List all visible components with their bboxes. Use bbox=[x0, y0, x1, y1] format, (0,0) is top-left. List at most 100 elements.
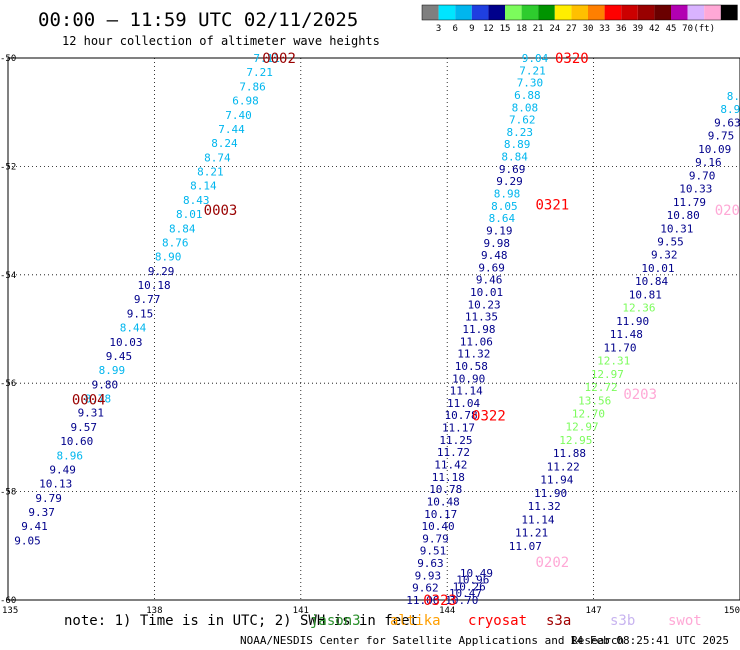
wave-height-point: 9.49 bbox=[49, 463, 76, 476]
wave-height-point: 13.56 bbox=[578, 394, 611, 407]
wave-height-point: 11.04 bbox=[447, 397, 480, 410]
wave-height-point: 9.29 bbox=[148, 265, 175, 278]
wave-height-point: 8.43 bbox=[183, 194, 210, 207]
wave-height-point: 7.62 bbox=[509, 114, 536, 127]
colorbar-swatch bbox=[621, 5, 638, 20]
wave-height-point: 9.29 bbox=[496, 175, 523, 188]
satellite-label: s3a bbox=[546, 613, 571, 629]
wave-height-point: 9.69 bbox=[478, 261, 505, 274]
colorbar-swatch bbox=[521, 5, 539, 20]
wave-height-point: 10.96 bbox=[456, 574, 489, 587]
wave-height-point: 8.64 bbox=[489, 212, 516, 225]
wave-height-point: 11.90 bbox=[616, 315, 649, 328]
colorbar-swatch bbox=[654, 5, 671, 20]
wave-height-point: 10.18 bbox=[138, 279, 171, 292]
wave-height-point: 12.70 bbox=[572, 407, 605, 420]
credit-text: NOAA/NESDIS Center for Satellite Applica… bbox=[240, 634, 624, 647]
wave-height-point: 9.93 bbox=[415, 569, 442, 582]
wave-height-point: 7.40 bbox=[225, 109, 252, 122]
pass-labels: 0002 0003 0004 0320 0321 0322 0323 0202 0203 020 bbox=[72, 51, 740, 609]
x-axis-tick-labels: 135 138 141 144 147 150 bbox=[2, 606, 740, 616]
y-tick-label: -56 bbox=[0, 379, 16, 389]
wave-height-point: 10.26 bbox=[453, 580, 486, 593]
color-scale-legend: 3 6 9 12 15 18 21 24 27 30 33 36 39 42 45 70 (ft) bbox=[421, 4, 738, 34]
wave-height-point: 8.23 bbox=[506, 126, 533, 139]
wave-height-point: 10.84 bbox=[635, 275, 668, 288]
colorbar-swatch bbox=[604, 5, 622, 20]
colorbar-swatch bbox=[671, 5, 688, 20]
y-axis-tick-labels: -50 -52 -54 -56 -58 -60 bbox=[0, 54, 16, 606]
wave-height-point: 11.17 bbox=[442, 422, 475, 435]
wave-height-point: 9.32 bbox=[651, 249, 678, 262]
wave-height-point: 9.04 bbox=[522, 52, 549, 65]
wave-height-point: 10.90 bbox=[452, 372, 485, 385]
wave-height-point: 11.32 bbox=[457, 348, 490, 361]
pass-label: 0004 bbox=[72, 392, 106, 408]
satellite-label: altika bbox=[390, 613, 441, 629]
colorbar-tick-label: 9 bbox=[469, 24, 474, 34]
satellite-legend: jason3 altika cryosat s3a s3b swot bbox=[310, 613, 702, 629]
wave-height-point: 8.01 bbox=[176, 208, 203, 221]
colorbar-tick-label: 33 bbox=[599, 24, 610, 34]
colorbar-frame bbox=[421, 4, 738, 21]
wave-height-point: 12.31 bbox=[597, 355, 630, 368]
wave-height-point: 11.98 bbox=[462, 323, 495, 336]
colorbar-tick-label: 36 bbox=[616, 24, 627, 34]
wave-height-point: 8.99 bbox=[99, 364, 126, 377]
colorbar-swatch bbox=[687, 5, 705, 20]
colorbar-swatch bbox=[422, 5, 439, 20]
wave-height-point: 7.86 bbox=[239, 80, 266, 93]
colorbar-tick-label: 30 bbox=[583, 24, 594, 34]
wave-height-point: 12.95 bbox=[559, 434, 592, 447]
x-tick-label: 138 bbox=[146, 606, 162, 616]
pass-label: 020 bbox=[715, 203, 740, 219]
wave-height-point: 9.69 bbox=[499, 163, 526, 176]
wave-height-point: 11.72 bbox=[437, 446, 470, 459]
wave-height-point: 9.05 bbox=[14, 534, 41, 547]
wave-height-point: 9.46 bbox=[476, 274, 503, 287]
colorbar-swatch bbox=[588, 5, 605, 20]
wave-height-point: 8.78 bbox=[85, 393, 112, 406]
colorbar-tick-label: 18 bbox=[516, 24, 527, 34]
wave-height-point: 10.01 bbox=[470, 286, 503, 299]
wave-height-point: 9.45 bbox=[106, 350, 133, 363]
wave-height-point: 9.80 bbox=[92, 378, 119, 391]
wave-height-point: 11.35 bbox=[465, 311, 498, 324]
timestamp-text: 14 Feb 08:25:41 UTC 2025 bbox=[570, 634, 729, 647]
wave-height-point: 8.96 bbox=[56, 449, 83, 462]
x-tick-label: 150 bbox=[724, 606, 740, 616]
wave-height-point: 10.60 bbox=[60, 435, 93, 448]
pass-label: 0321 bbox=[535, 197, 569, 213]
wave-height-point: 8.74 bbox=[204, 151, 231, 164]
wave-height-point: 10.13 bbox=[39, 478, 72, 491]
wave-height-point: 7.30 bbox=[517, 77, 544, 90]
colorbar-tick-label: 27 bbox=[566, 24, 577, 34]
wave-height-point: 10.80 bbox=[667, 209, 700, 222]
y-tick-label: -60 bbox=[0, 596, 16, 606]
wave-height-point: 11.22 bbox=[547, 460, 580, 473]
colorbar-tick-label: 3 bbox=[436, 24, 441, 34]
note-text: note: 1) Time is in UTC; 2) SWH is in fe… bbox=[64, 613, 418, 629]
colorbar-tick-label: 12 bbox=[483, 24, 494, 34]
wave-height-point: 12.72 bbox=[585, 381, 618, 394]
satellite-label: swot bbox=[668, 613, 702, 629]
wave-height-point: 11.70 bbox=[603, 341, 636, 354]
pass-label: 0203 bbox=[623, 387, 657, 403]
wave-height-point: 8.08 bbox=[512, 101, 539, 114]
colorbar-tick-label: 70 bbox=[682, 24, 693, 34]
colorbar-tick-label: 6 bbox=[452, 24, 457, 34]
wave-height-point: 10.78 bbox=[445, 409, 478, 422]
colorbar-swatch bbox=[488, 5, 505, 20]
y-tick-label: -58 bbox=[0, 488, 16, 498]
wave-height-point: 7.21 bbox=[246, 66, 273, 79]
wave-height-point: 10.17 bbox=[424, 508, 457, 521]
wave-height-point: 10.70 bbox=[445, 594, 478, 607]
colorbar-swatch bbox=[637, 5, 655, 20]
wave-height-point: 6.88 bbox=[514, 89, 541, 102]
colorbar-swatch bbox=[505, 5, 522, 20]
wave-height-point: 9.63 bbox=[714, 116, 740, 129]
wave-height-point: 12.36 bbox=[622, 302, 655, 315]
wave-height-point: 9.55 bbox=[657, 235, 684, 248]
colorbar-swatch bbox=[538, 5, 555, 20]
